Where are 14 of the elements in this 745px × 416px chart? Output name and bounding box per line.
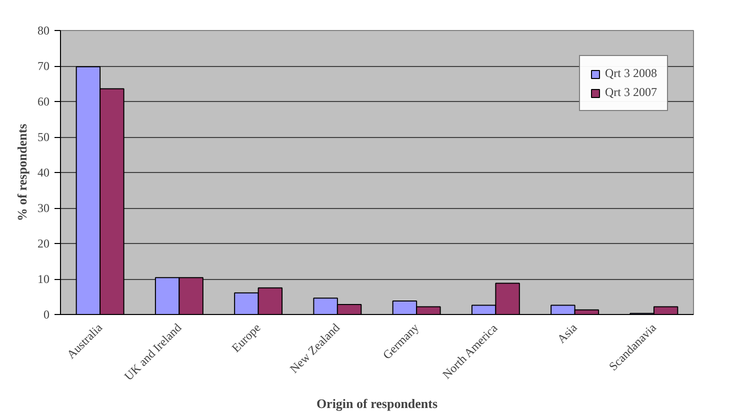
y-tick-label: 40 (38, 166, 50, 180)
legend-label: Qrt 3 2007 (605, 85, 657, 100)
y-axis-title: % of respondents (14, 124, 30, 222)
y-tick-label: 80 (38, 24, 50, 38)
y-tick-label: 60 (38, 94, 50, 108)
y-tick-label: 50 (38, 130, 50, 144)
y-tick-label: 20 (38, 236, 50, 250)
y-tick-label: 30 (38, 201, 50, 215)
y-tick-label: 10 (38, 272, 50, 286)
y-tick-label: 0 (44, 308, 50, 322)
legend-label: Qrt 3 2008 (605, 66, 657, 81)
x-tick-label: Asia (554, 320, 580, 346)
x-axis-title: Origin of respondents (316, 396, 438, 412)
y-tick-label: 70 (38, 59, 50, 73)
